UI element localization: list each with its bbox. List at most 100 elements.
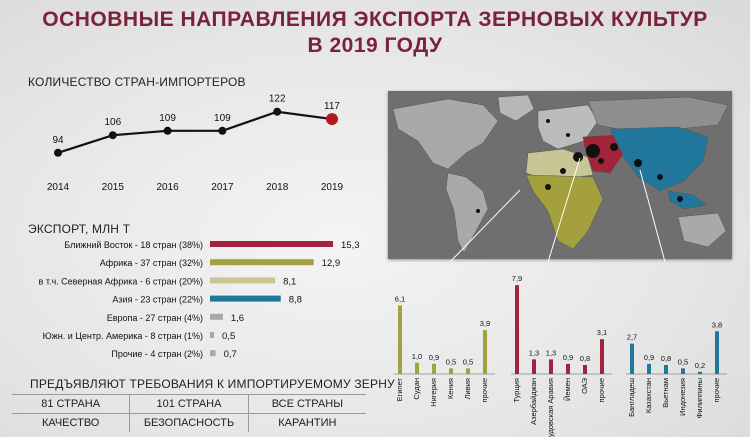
vbar-bar [415, 362, 419, 374]
requirements-values-row: 81 СТРАНА 101 СТРАНА ВСЕ СТРАНЫ [12, 395, 366, 413]
hbar-bar [210, 277, 276, 284]
line-point [273, 107, 282, 116]
vbar-category-label: Индонезия [678, 378, 687, 416]
vbar-bar [432, 363, 436, 374]
line-value-label: 109 [159, 113, 176, 124]
vbar-value-label: 6,1 [395, 294, 405, 303]
vbar-value-label: 1,3 [546, 348, 556, 357]
vbar-bar [698, 371, 702, 374]
hbar-bar [210, 259, 314, 266]
vbar-category-label: Ливия [463, 378, 472, 399]
line-x-tick-label: 2017 [211, 182, 234, 193]
line-x-tick-label: 2018 [266, 182, 289, 193]
vbar-value-label: 7,9 [512, 274, 522, 283]
requirements-heading: ПРЕДЪЯВЛЯЮТ ТРЕБОВАНИЯ К ИМПОРТИРУЕМОМУ … [30, 377, 395, 391]
line-x-tick-label: 2014 [47, 182, 70, 193]
vbar-category-label: Египет [395, 377, 404, 401]
vbar-category-label: ОАЭ [580, 377, 589, 394]
hbar-category-label: Европа - 27 стран (4%) [107, 313, 203, 323]
vbar-value-label: 0,5 [463, 357, 473, 366]
vbar-value-label: 2,7 [627, 333, 637, 342]
hbar-value-label: 15,3 [341, 240, 360, 251]
vbar-bar [515, 285, 519, 374]
vbar-value-label: 0,8 [661, 354, 671, 363]
hbar-category-label: Африка - 37 стран (32%) [100, 258, 203, 268]
line-point [54, 148, 62, 157]
vbar-category-label: Турция [512, 378, 521, 403]
vbar-category-label: Казахстан [644, 378, 653, 413]
requirement-safety-label: БЕЗОПАСНОСТЬ [130, 414, 249, 432]
line-value-label: 94 [52, 135, 64, 146]
hbar-bar [210, 313, 223, 320]
page-title-line-2: В 2019 ГОДУ [307, 34, 443, 57]
vbar-bar [466, 368, 470, 374]
hbar-category-label: в т.ч. Северная Африка - 6 стран (20%) [39, 276, 203, 286]
hbar-category-label: Ближний Восток - 18 стран (38%) [64, 240, 203, 250]
requirements-labels-row: КАЧЕСТВО БЕЗОПАСНОСТЬ КАРАНТИН [12, 414, 366, 432]
vbar-category-label: Филиппины [695, 378, 704, 418]
requirement-quality-label: КАЧЕСТВО [12, 414, 131, 432]
line-chart-title: КОЛИЧЕСТВО СТРАН-ИМПОРТЕРОВ [28, 75, 246, 89]
requirement-quarantine-label: КАРАНТИН [278, 417, 337, 429]
vbar-category-label: прочие [480, 378, 489, 403]
vbar-category-label: прочие [712, 378, 721, 403]
requirements-table: 81 СТРАНА 101 СТРАНА ВСЕ СТРАНЫ КАЧЕСТВО… [12, 394, 366, 432]
vbar-value-label: 0,5 [446, 357, 456, 366]
vbar-value-label: 0,2 [695, 361, 705, 370]
vbar-value-label: 0,9 [429, 353, 439, 362]
importers-line-chart: 94 2014 106 2015 109 2016 109 2017 122 2018 117 201… [47, 94, 344, 193]
hbar-value-label: 0,5 [222, 331, 235, 342]
vbar-bar [630, 343, 634, 374]
vbar-value-label: 3,8 [712, 320, 722, 329]
hbar-value-label: 8,1 [283, 276, 296, 287]
vbar-bar [647, 363, 651, 374]
vbar-bar [398, 305, 402, 374]
hbar-bar [210, 350, 216, 357]
vbar-bar [549, 359, 553, 374]
line-x-tick-label: 2016 [156, 182, 179, 193]
line-point [218, 126, 227, 135]
line-x-tick-label: 2019 [321, 182, 344, 193]
vbar-category-label: Судан [412, 378, 421, 400]
vbar-value-label: 1,3 [529, 348, 539, 357]
requirement-quality-value: 81 СТРАНА [12, 395, 131, 413]
hbar-category-label: Азия - 23 стран (22%) [112, 295, 203, 305]
vbar-category-label: Вьетнам [661, 378, 670, 408]
page-title-line-1: ОСНОВНЫЕ НАПРАВЛЕНИЯ ЭКСПОРТА ЗЕРНОВЫХ К… [42, 8, 708, 31]
hbar-chart-title: ЭКСПОРТ, МЛН Т [28, 222, 131, 236]
line-point [108, 131, 117, 140]
line-point [326, 113, 338, 126]
hbar-value-label: 1,6 [231, 313, 244, 324]
vbar-category-label: Азербайджан [529, 378, 538, 425]
vbar-category-label: Бангладеш [627, 378, 636, 417]
line-value-label: 117 [324, 101, 340, 112]
vbar-category-label: Нигерия [429, 378, 438, 407]
vbar-bar [532, 359, 536, 374]
vbar-category-label: Саудовская Аравия [546, 378, 555, 437]
vbar-value-label: 0,9 [644, 353, 654, 362]
vbar-bar [715, 331, 719, 374]
vbar-category-label: Кения [446, 378, 455, 399]
asia-bar-chart: 2,7 Бангладеш 0,9 Казахстан 0,8 Вьетнам 0,5 Инд… [626, 320, 727, 418]
hbar-category-label: Южн. и Центр. Америка - 8 стран (1%) [43, 331, 203, 341]
africa-bar-chart: 6,1 Египет 1,0 Судан 0,9 Нигерия 0,5 Кения 0,5 Ли… [394, 294, 495, 407]
hbar-value-label: 8,8 [289, 295, 302, 306]
vbar-category-label: Йемен [563, 378, 572, 401]
vbar-value-label: 1,0 [412, 352, 422, 361]
world-map-illustration [388, 91, 732, 259]
line-value-label: 122 [269, 94, 286, 105]
line-value-label: 106 [104, 117, 121, 128]
hbar-bar [210, 241, 333, 247]
line-x-tick-label: 2015 [102, 182, 125, 193]
requirement-safety-value: 101 СТРАНА [130, 395, 249, 413]
hbar-category-label: Прочие - 4 стран (2%) [111, 349, 203, 359]
line-value-label: 109 [214, 113, 231, 124]
vbar-bar [664, 365, 668, 374]
vbar-bar [600, 339, 604, 374]
requirement-quarantine-value: ВСЕ СТРАНЫ [271, 398, 343, 410]
vbar-bar [566, 363, 570, 374]
hbar-bar [210, 332, 215, 338]
hbar-value-label: 12,9 [322, 258, 341, 269]
vbar-bar [483, 330, 487, 374]
